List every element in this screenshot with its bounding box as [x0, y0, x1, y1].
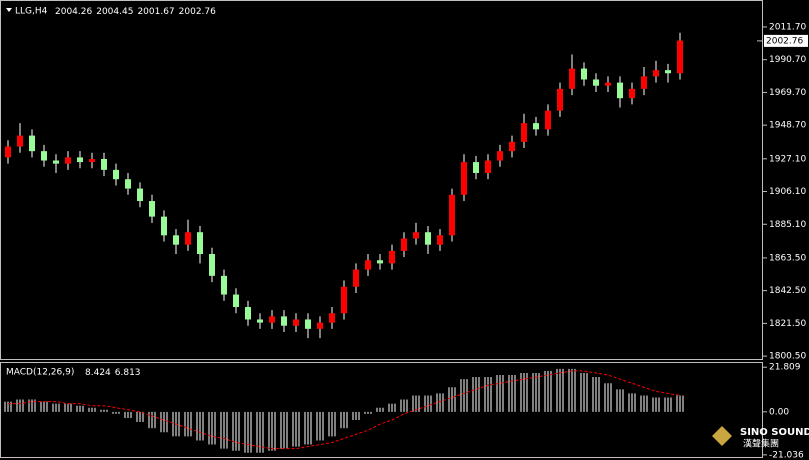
header-values: 8.424 6.813 [85, 368, 141, 378]
y-tick-label: 1863.50 [769, 253, 806, 263]
current-price-box [764, 34, 808, 47]
y-tick-label: 1948.70 [769, 121, 806, 131]
candle-body [461, 162, 467, 195]
candle-body [281, 316, 287, 326]
candle-body [293, 319, 299, 326]
y-tick-label: 1927.10 [769, 154, 806, 164]
candle-body [557, 88, 563, 111]
header-values: 2004.26 2004.45 2001.67 2002.76 [55, 7, 216, 17]
candle-body [209, 254, 215, 276]
candle-body [593, 79, 599, 86]
logo-icon [712, 426, 732, 446]
y-tick-label: 1800.50 [769, 352, 806, 362]
candle-body [653, 70, 659, 77]
candle-body [665, 70, 671, 74]
candle-body [173, 235, 179, 245]
candle-body [125, 179, 131, 189]
candle-body [617, 82, 623, 99]
candle-body [533, 123, 539, 130]
y-tick-label: 1842.50 [769, 286, 806, 296]
candle-body [545, 110, 551, 130]
candle-body [137, 188, 143, 202]
candle-body [329, 313, 335, 323]
y-tick-label: 2011.70 [769, 22, 806, 32]
candle-body [485, 160, 491, 173]
candle-body [65, 157, 71, 164]
header-value: 2004.45 [96, 7, 133, 17]
candle-body [305, 319, 311, 329]
menu-arrow [6, 8, 12, 12]
candle-body [569, 68, 575, 89]
header-value: 2001.67 [137, 7, 174, 17]
candle-body [629, 88, 635, 99]
current-price-label: 2002.76 [766, 36, 803, 46]
candle-body [389, 250, 395, 264]
candle-body [197, 232, 203, 255]
y-tick-label: -21.036 [769, 450, 804, 460]
candle-body [341, 286, 347, 314]
candle-body [413, 232, 419, 239]
candle-body [425, 232, 431, 245]
candle-body [161, 216, 167, 236]
candle-body [317, 322, 323, 329]
price-pane [0, 0, 763, 360]
y-tick-label: 0.00 [769, 407, 789, 417]
candle-body [113, 169, 119, 180]
candle-body [365, 260, 371, 270]
candle-body [29, 135, 35, 152]
watermark-title: SINO SOUND [740, 427, 809, 438]
y-tick-label: 1990.70 [769, 55, 806, 65]
candle-body [269, 316, 275, 323]
candle-body [233, 294, 239, 308]
candle-body [605, 82, 611, 86]
candle-body [257, 319, 263, 323]
candle-body [221, 275, 227, 295]
candle-body [77, 157, 83, 163]
candle-body [185, 232, 191, 245]
candle-body [377, 260, 383, 264]
y-tick-label: 21.809 [769, 363, 801, 373]
candle-body [101, 158, 107, 170]
candle-body [581, 68, 587, 80]
candle-body [17, 135, 23, 147]
header-value: 2004.26 [55, 7, 92, 17]
candle-body [353, 269, 359, 287]
watermark: SINO SOUND 漢聲集團 [712, 426, 809, 450]
y-tick-label: 1821.50 [769, 319, 806, 329]
y-tick-label: 1906.10 [769, 187, 806, 197]
candle-body [677, 40, 683, 74]
candle-body [53, 160, 59, 164]
y-tick-label: 1885.10 [769, 220, 806, 230]
watermark-subtitle: 漢聲集團 [743, 438, 779, 450]
candle-body [245, 307, 251, 320]
macd-label: MACD(12,26,9) [6, 368, 74, 378]
candle-body [149, 201, 155, 217]
candle-body [5, 146, 11, 158]
candle-body [509, 141, 515, 152]
candle-body [41, 151, 47, 161]
candle-body [641, 76, 647, 89]
signal-line [8, 370, 681, 450]
header-value: 8.424 [85, 368, 111, 378]
candle-body [89, 158, 95, 163]
symbol-label: LLG,H4 [15, 7, 48, 17]
candle-body [521, 123, 527, 142]
macd-pane [0, 362, 763, 458]
candle-body [473, 162, 479, 173]
candle-body [449, 194, 455, 236]
candle-body [401, 238, 407, 251]
header-value: 2002.76 [179, 7, 216, 17]
y-tick-label: 1969.70 [769, 88, 806, 98]
candle-body [497, 151, 503, 161]
candle-body [437, 235, 443, 245]
header-value: 6.813 [115, 368, 141, 378]
